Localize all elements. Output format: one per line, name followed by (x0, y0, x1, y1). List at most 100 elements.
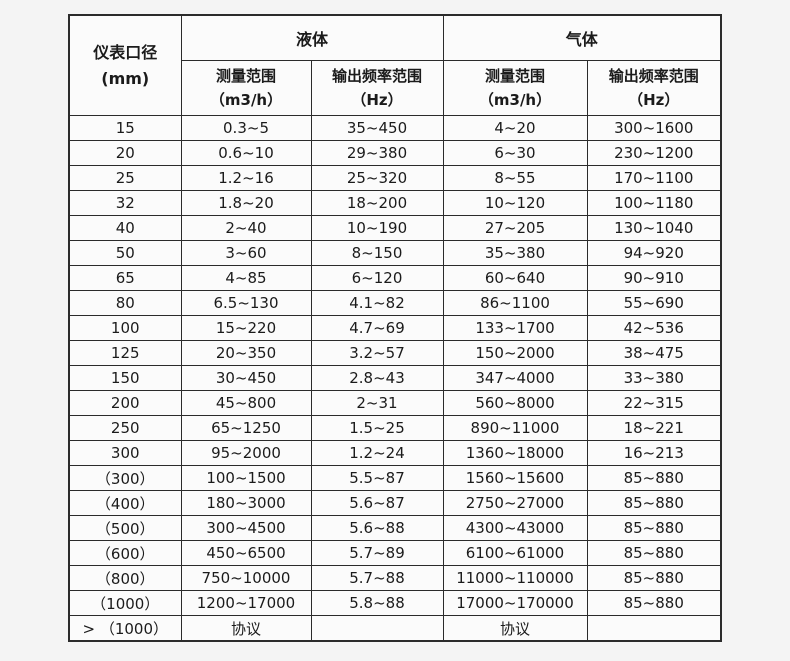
gas-frequency-range-value: 300~1600 (586, 115, 722, 141)
header-gas-frequency-range: 输出频率范围 （Hz） (586, 60, 722, 116)
liquid-measure-range-value: 4~85 (180, 265, 312, 291)
header-meter-diameter-line1: 仪表口径 (93, 42, 158, 62)
table-row: > （1000） 协议 协议 (68, 615, 722, 642)
row-diameter: 200 (68, 390, 182, 416)
flow-meter-spec-table: 仪表口径 (mm) 液体 气体 测量范围 （m3/h） 输出频率范围 （Hz） … (68, 14, 722, 642)
header-liquid-frequency-range-unit: （Hz） (351, 91, 403, 109)
header-sub-row: 测量范围 （m3/h） 输出频率范围 （Hz） 测量范围 （m3/h） 输出频率… (69, 60, 722, 116)
gas-frequency-range-value (586, 615, 722, 642)
gas-frequency-range-value: 42~536 (586, 315, 722, 341)
gas-measure-range-value: 4~20 (442, 115, 588, 141)
liquid-frequency-range-value: 2~31 (310, 390, 444, 416)
header-meter-diameter: 仪表口径 (mm) (68, 14, 182, 116)
header-liquid-measure-range-label: 测量范围 (215, 67, 276, 85)
gas-measure-range-value: 27~205 (442, 215, 588, 241)
liquid-measure-range-value: 3~60 (180, 240, 312, 266)
table-row: 150 30~450 2.8~43 347~4000 33~380 (68, 365, 722, 391)
gas-frequency-range-value: 85~880 (586, 515, 722, 541)
row-diameter: > （1000） (68, 615, 182, 642)
gas-frequency-range-value: 94~920 (586, 240, 722, 266)
liquid-frequency-range-value: 6~120 (310, 265, 444, 291)
liquid-measure-range-value: 6.5~130 (180, 290, 312, 316)
gas-frequency-range-value: 85~880 (586, 540, 722, 566)
table-row: 125 20~350 3.2~57 150~2000 38~475 (68, 340, 722, 366)
liquid-measure-range-value: 2~40 (180, 215, 312, 241)
gas-measure-range-value: 1560~15600 (442, 465, 588, 491)
liquid-frequency-range-value: 1.5~25 (310, 415, 444, 441)
table-row: 25 1.2~16 25~320 8~55 170~1100 (68, 165, 722, 191)
liquid-frequency-range-value: 8~150 (310, 240, 444, 266)
liquid-frequency-range-value: 25~320 (310, 165, 444, 191)
table-row: （400） 180~3000 5.6~87 2750~27000 85~880 (68, 490, 722, 516)
gas-measure-range-value: 86~1100 (442, 290, 588, 316)
liquid-measure-range-value: 0.3~5 (180, 115, 312, 141)
header-gas-measure-range: 测量范围 （m3/h） (442, 60, 588, 116)
gas-measure-range-value: 1360~18000 (442, 440, 588, 466)
gas-frequency-range-value: 100~1180 (586, 190, 722, 216)
liquid-frequency-range-value: 1.2~24 (310, 440, 444, 466)
gas-measure-range-value: 2750~27000 (442, 490, 588, 516)
gas-frequency-range-value: 90~910 (586, 265, 722, 291)
liquid-frequency-range-value: 18~200 (310, 190, 444, 216)
liquid-measure-range-value: 45~800 (180, 390, 312, 416)
table-row: （1000） 1200~17000 5.8~88 17000~170000 85~880 (68, 590, 722, 616)
gas-frequency-range-value: 55~690 (586, 290, 722, 316)
gas-measure-range-value: 协议 (442, 615, 588, 642)
header-gas-frequency-range-label: 输出频率范围 (608, 67, 699, 85)
header-meter-diameter-unit: (mm) (101, 68, 150, 88)
gas-measure-range-value: 11000~110000 (442, 565, 588, 591)
row-diameter: 40 (68, 215, 182, 241)
gas-measure-range-value: 35~380 (442, 240, 588, 266)
table-row: 40 2~40 10~190 27~205 130~1040 (68, 215, 722, 241)
table-row: 15 0.3~5 35~450 4~20 300~1600 (68, 115, 722, 141)
liquid-measure-range-value: 65~1250 (180, 415, 312, 441)
liquid-measure-range-value: 协议 (180, 615, 312, 642)
row-diameter: 80 (68, 290, 182, 316)
liquid-measure-range-value: 1200~17000 (180, 590, 312, 616)
gas-frequency-range-value: 38~475 (586, 340, 722, 366)
liquid-measure-range-value: 180~3000 (180, 490, 312, 516)
header-liquid-measure-range-unit: （m3/h） (209, 91, 283, 109)
header-gas-measure-range-label: 测量范围 (484, 67, 545, 85)
header-liquid-group: 液体 (180, 14, 444, 61)
row-diameter: 125 (68, 340, 182, 366)
table-row: 50 3~60 8~150 35~380 94~920 (68, 240, 722, 266)
row-diameter: 25 (68, 165, 182, 191)
row-diameter: （1000） (68, 590, 182, 616)
liquid-frequency-range-value: 10~190 (310, 215, 444, 241)
gas-measure-range-value: 150~2000 (442, 340, 588, 366)
liquid-measure-range-value: 300~4500 (180, 515, 312, 541)
gas-measure-range-value: 6100~61000 (442, 540, 588, 566)
gas-frequency-range-value: 85~880 (586, 565, 722, 591)
gas-frequency-range-value: 33~380 (586, 365, 722, 391)
liquid-frequency-range-value: 2.8~43 (310, 365, 444, 391)
table-row: （300） 100~1500 5.5~87 1560~15600 85~880 (68, 465, 722, 491)
header-gas-measure-range-unit: （m3/h） (478, 91, 552, 109)
gas-frequency-range-value: 85~880 (586, 490, 722, 516)
gas-frequency-range-value: 18~221 (586, 415, 722, 441)
liquid-measure-range-value: 20~350 (180, 340, 312, 366)
gas-frequency-range-value: 130~1040 (586, 215, 722, 241)
liquid-frequency-range-value: 5.6~87 (310, 490, 444, 516)
liquid-frequency-range-value: 5.5~87 (310, 465, 444, 491)
gas-frequency-range-value: 85~880 (586, 590, 722, 616)
liquid-frequency-range-value: 5.6~88 (310, 515, 444, 541)
gas-measure-range-value: 4300~43000 (442, 515, 588, 541)
row-diameter: 32 (68, 190, 182, 216)
row-diameter: 50 (68, 240, 182, 266)
header-gas-group: 气体 (442, 14, 722, 61)
gas-frequency-range-value: 85~880 (586, 465, 722, 491)
gas-measure-range-value: 6~30 (442, 140, 588, 166)
row-diameter: 65 (68, 265, 182, 291)
gas-frequency-range-value: 22~315 (586, 390, 722, 416)
row-diameter: （600） (68, 540, 182, 566)
gas-measure-range-value: 133~1700 (442, 315, 588, 341)
row-diameter: （800） (68, 565, 182, 591)
liquid-measure-range-value: 95~2000 (180, 440, 312, 466)
header-liquid-frequency-range: 输出频率范围 （Hz） (310, 60, 444, 116)
liquid-frequency-range-value (310, 615, 444, 642)
table-body: 15 0.3~5 35~450 4~20 300~1600 20 0.6~10 29~380 6… (68, 115, 722, 642)
header-gas-frequency-range-unit: （Hz） (628, 91, 680, 109)
liquid-frequency-range-value: 29~380 (310, 140, 444, 166)
table-row: （600） 450~6500 5.7~89 6100~61000 85~880 (68, 540, 722, 566)
